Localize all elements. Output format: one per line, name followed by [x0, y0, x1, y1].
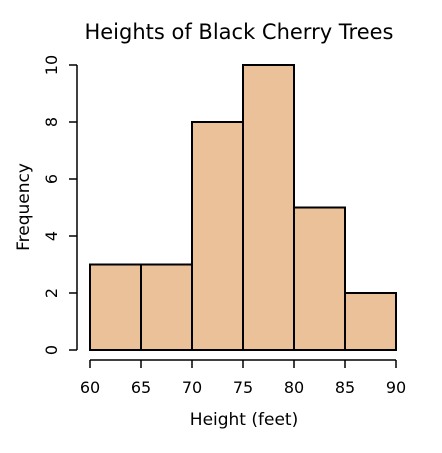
- bars-group: [89, 64, 397, 351]
- x-tick-label-2: 65: [131, 378, 151, 397]
- x-axis: 60 65 70 75 80 85 90: [80, 359, 406, 397]
- chart-title: Heights of Black Cherry Trees: [84, 20, 393, 44]
- x-tick-label-5: 80: [284, 378, 304, 397]
- x-tick-label-6: 85: [335, 378, 355, 397]
- x-tick-label-3: 70: [182, 378, 202, 397]
- histogram-bar-6: [344, 292, 397, 351]
- histogram-bar-1: [89, 263, 142, 351]
- y-axis: 0 2 4 6 8 10: [42, 55, 78, 355]
- y-axis-label: Frequency: [14, 163, 34, 251]
- y-tick-label-6: 10: [42, 55, 61, 75]
- x-axis-label: Height (feet): [190, 410, 298, 430]
- y-tick-label-1: 0: [42, 345, 61, 355]
- histogram-bar-4: [242, 64, 295, 351]
- y-tick-label-5: 8: [42, 117, 61, 127]
- x-tick-label-4: 75: [233, 378, 253, 397]
- histogram-bar-5: [293, 206, 346, 351]
- y-tick-label-2: 2: [42, 288, 61, 298]
- histogram-bar-3: [191, 121, 244, 351]
- x-tick-label-7: 90: [386, 378, 406, 397]
- y-tick-label-4: 6: [42, 174, 61, 184]
- histogram-bar-2: [140, 263, 193, 351]
- y-tick-label-3: 4: [42, 231, 61, 241]
- x-tick-label-1: 60: [80, 378, 100, 397]
